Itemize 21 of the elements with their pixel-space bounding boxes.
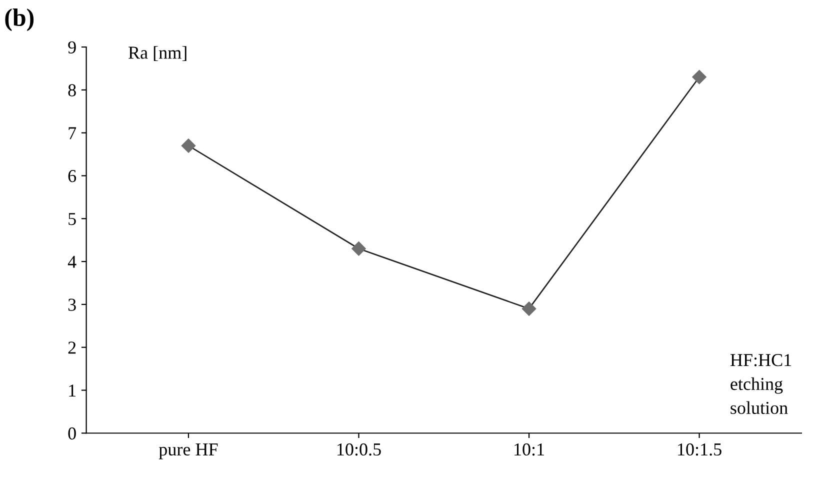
x-tick-label: 10:1.5 [678, 443, 722, 456]
y-tick-label: 4 [68, 256, 76, 268]
y-tick-label: 7 [68, 127, 76, 140]
y-tick-label: 5 [68, 213, 76, 226]
annotation: HF:HC1 etching solution [730, 354, 792, 414]
y-tick-label: 8 [68, 84, 76, 96]
point [181, 138, 196, 153]
y-tick-label: 9 [68, 41, 76, 54]
x-tick-label: 10:0.5 [338, 443, 381, 456]
y-tick-label: 0 [68, 427, 76, 440]
y-tick-label: 6 [68, 170, 76, 182]
y-tick-label: 3 [68, 298, 76, 311]
point [692, 70, 706, 84]
chart-title: (b) [5, 8, 34, 32]
y-tick-label: 1 [69, 384, 76, 396]
point [352, 242, 366, 256]
y-tick-label: 2 [68, 342, 76, 354]
y-axis-title: Ra [nm] [128, 46, 186, 62]
x-tick-label: 10:1 [514, 443, 544, 456]
point [522, 302, 536, 316]
x-tick-label: pure HF [158, 444, 218, 460]
